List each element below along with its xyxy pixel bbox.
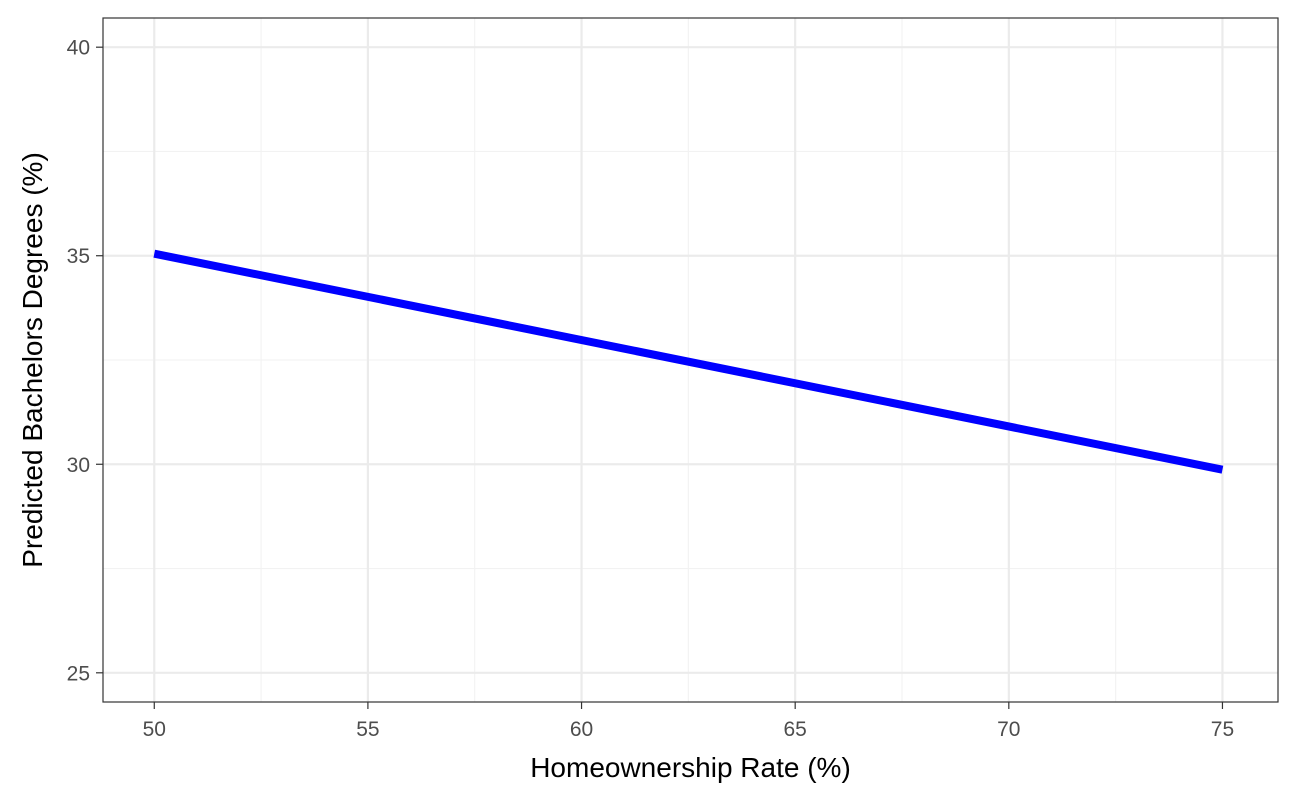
major-gridlines <box>103 18 1278 702</box>
x-tick-label: 75 <box>1211 718 1234 741</box>
y-tick-label: 35 <box>67 245 90 268</box>
y-tick-label: 30 <box>67 454 90 477</box>
series-line <box>153 249 1224 474</box>
y-tick-label: 40 <box>67 37 90 60</box>
y-tick-label: 25 <box>67 662 90 685</box>
panel-border <box>102 17 1279 703</box>
series-layer <box>153 249 1224 474</box>
x-tick-label: 60 <box>570 718 593 741</box>
x-tick-label: 55 <box>356 718 379 741</box>
x-axis: 50 55 60 65 70 75 <box>143 702 1234 741</box>
x-tick-label: 50 <box>143 718 166 741</box>
y-axis-title: Predicted Bachelors Degrees (%) <box>17 152 48 568</box>
y-axis: 25 30 35 40 <box>67 37 103 685</box>
x-tick-label: 70 <box>997 718 1020 741</box>
x-axis-title: Homeownership Rate (%) <box>530 752 851 783</box>
x-tick-label: 65 <box>784 718 807 741</box>
